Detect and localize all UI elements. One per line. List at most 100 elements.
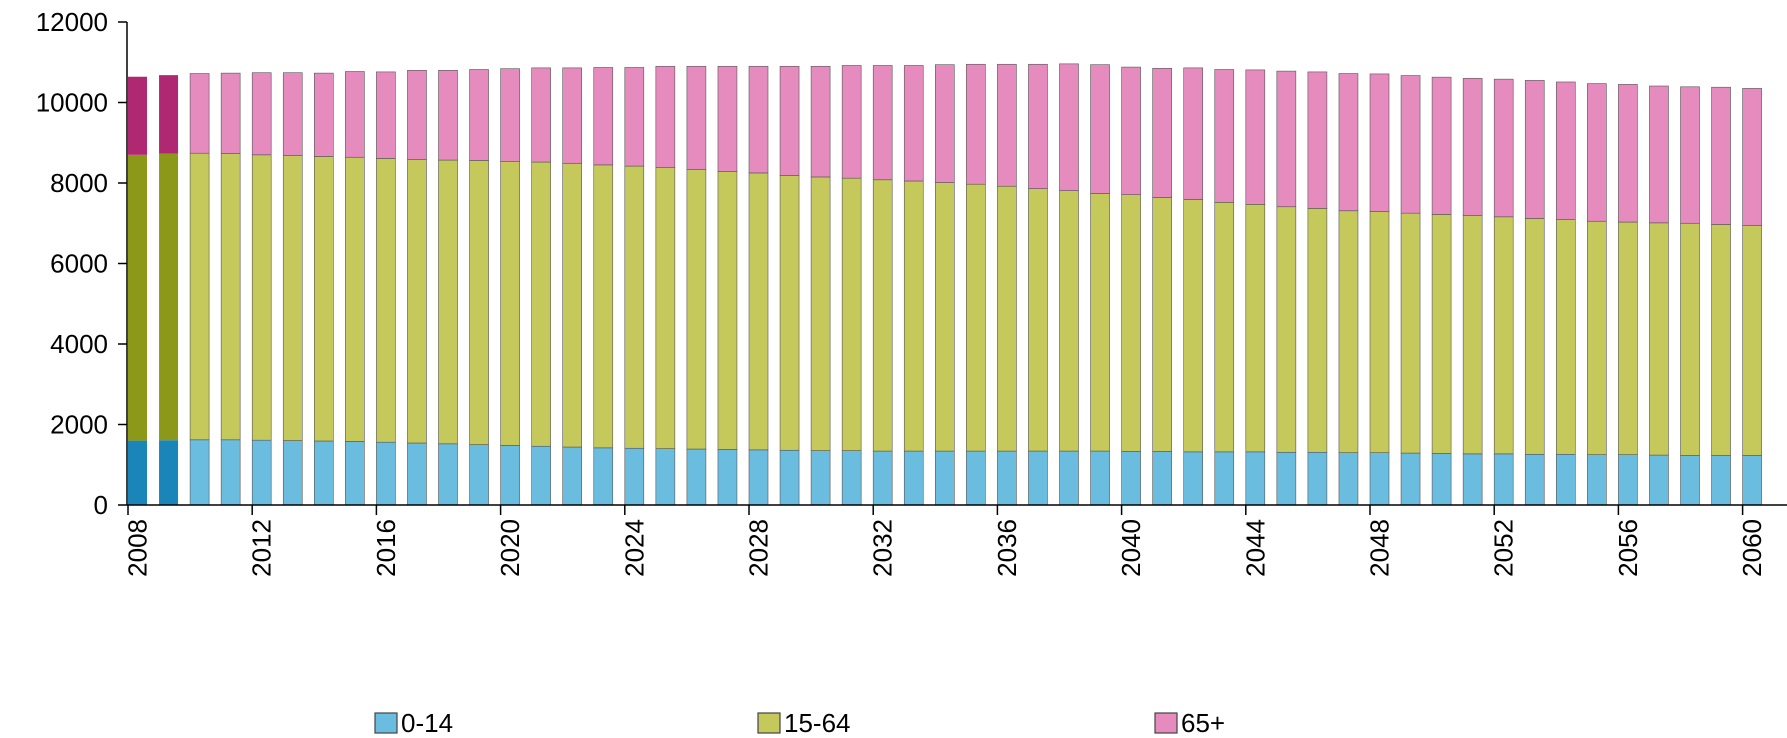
bar-0-14-2030 bbox=[810, 450, 831, 506]
bar-0-14-2016 bbox=[376, 441, 396, 506]
bar-65plus-2038 bbox=[1059, 63, 1079, 191]
legend-label-0-14: 0-14 bbox=[401, 708, 453, 738]
bar-15-64-2038 bbox=[1059, 190, 1079, 452]
bar-0-14-2041 bbox=[1152, 451, 1172, 506]
bar-0-14-2022 bbox=[562, 446, 583, 506]
bar-15-64-2033 bbox=[903, 180, 924, 452]
bar-15-64-2039 bbox=[1090, 193, 1110, 452]
y-tick-label-12000: 12000 bbox=[36, 7, 108, 37]
bar-0-14-2049 bbox=[1400, 452, 1421, 506]
bar-0-14-2059 bbox=[1711, 455, 1731, 506]
bar-65plus-2024 bbox=[624, 67, 645, 167]
bar-65plus-2044 bbox=[1245, 69, 1266, 205]
x-tick-label-2048: 2048 bbox=[1365, 519, 1395, 577]
bar-65plus-2052 bbox=[1493, 78, 1514, 218]
bar-15-64-2027 bbox=[717, 171, 738, 450]
bar-0-14-2034 bbox=[934, 450, 955, 506]
bar-65plus-2033 bbox=[903, 65, 924, 182]
bar-0-14-2013 bbox=[282, 440, 303, 506]
legend-label-65plus: 65+ bbox=[1181, 708, 1225, 738]
y-tick-label-0: 0 bbox=[94, 490, 108, 520]
bar-65plus-2047 bbox=[1338, 73, 1359, 212]
x-tick-label-2024: 2024 bbox=[619, 519, 649, 577]
bar-65plus-2015 bbox=[345, 71, 365, 158]
x-tick-label-2008: 2008 bbox=[123, 519, 153, 577]
bar-15-64-2043 bbox=[1214, 202, 1235, 453]
bar-65plus-2020 bbox=[500, 68, 520, 162]
legend-label-15-64: 15-64 bbox=[784, 708, 851, 738]
bar-65plus-2037 bbox=[1028, 63, 1048, 189]
bar-15-64-2056 bbox=[1618, 221, 1638, 455]
bar-15-64-2019 bbox=[469, 160, 489, 445]
bar-65plus-2058 bbox=[1680, 86, 1700, 224]
x-tick-label-2056: 2056 bbox=[1613, 519, 1643, 577]
bar-15-64-2023 bbox=[593, 164, 614, 449]
bar-15-64-2028 bbox=[748, 172, 769, 451]
bar-0-14-2043 bbox=[1214, 451, 1235, 506]
bar-15-64-2040 bbox=[1121, 194, 1141, 452]
bar-0-14-2011 bbox=[220, 439, 241, 506]
bar-15-64-2042 bbox=[1183, 199, 1203, 453]
bar-0-14-2045 bbox=[1276, 451, 1297, 506]
bar-65plus-2021 bbox=[531, 67, 551, 163]
bar-0-14-2047 bbox=[1338, 452, 1359, 506]
bar-0-14-2035 bbox=[966, 450, 986, 506]
bar-0-14-2018 bbox=[438, 443, 458, 506]
bar-65plus-2040 bbox=[1121, 66, 1141, 195]
x-tick-label-2012: 2012 bbox=[247, 519, 277, 577]
bar-15-64-2016 bbox=[376, 158, 396, 443]
bar-15-64-2036 bbox=[997, 185, 1017, 452]
legend: 0-14 15-64 65+ bbox=[374, 708, 1225, 738]
bar-15-64-2012 bbox=[251, 154, 272, 441]
bar-0-14-2027 bbox=[717, 449, 738, 506]
bar-65plus-2036 bbox=[997, 63, 1017, 187]
bar-65plus-2022 bbox=[562, 67, 583, 164]
bar-65plus-2041 bbox=[1152, 67, 1172, 198]
bar-0-14-2038 bbox=[1059, 450, 1079, 506]
bar-0-14-2015 bbox=[345, 441, 365, 506]
bar-15-64-2021 bbox=[531, 161, 551, 447]
bar-0-14-2036 bbox=[997, 450, 1017, 506]
bar-0-14-2021 bbox=[531, 445, 551, 506]
bar-15-64-2009 bbox=[159, 153, 179, 441]
bar-0-14-2032 bbox=[872, 450, 893, 506]
bar-0-14-2042 bbox=[1183, 451, 1203, 506]
x-tick-label-2060: 2060 bbox=[1737, 519, 1767, 577]
bar-65plus-2013 bbox=[282, 72, 303, 156]
bar-65plus-2054 bbox=[1556, 81, 1576, 220]
bar-0-14-2039 bbox=[1090, 450, 1110, 506]
bar-65plus-2039 bbox=[1090, 64, 1110, 194]
bar-65plus-2028 bbox=[748, 65, 769, 174]
bar-0-14-2057 bbox=[1649, 454, 1669, 506]
bar-0-14-2024 bbox=[624, 447, 645, 506]
bar-65plus-2051 bbox=[1462, 78, 1483, 216]
bar-65plus-2031 bbox=[841, 65, 862, 179]
bar-65plus-2029 bbox=[779, 65, 800, 176]
bar-0-14-2008 bbox=[128, 440, 147, 505]
x-tick-label-2032: 2032 bbox=[868, 519, 898, 577]
bar-15-64-2051 bbox=[1462, 215, 1483, 455]
bar-0-14-2053 bbox=[1524, 453, 1545, 506]
x-tick-label-2052: 2052 bbox=[1489, 519, 1519, 577]
bar-65plus-2045 bbox=[1276, 70, 1297, 208]
bar-65plus-2034 bbox=[934, 64, 955, 183]
y-axis: 0 2000 4000 6000 8000 10000 12000 bbox=[36, 7, 128, 520]
bar-65plus-2056 bbox=[1618, 84, 1638, 223]
bar-15-64-2010 bbox=[189, 152, 210, 441]
bar-0-14-2019 bbox=[469, 444, 489, 506]
y-tick-label-4000: 4000 bbox=[50, 329, 108, 359]
bar-0-14-2040 bbox=[1121, 451, 1141, 506]
bar-0-14-2028 bbox=[748, 449, 769, 506]
bar-65plus-2053 bbox=[1524, 80, 1545, 219]
bar-0-14-2050 bbox=[1431, 453, 1452, 506]
bar-15-64-2058 bbox=[1680, 222, 1700, 456]
bar-65plus-2010 bbox=[189, 73, 210, 154]
bar-65plus-2019 bbox=[469, 69, 489, 161]
bar-0-14-2023 bbox=[593, 447, 614, 506]
legend-swatch-0-14 bbox=[374, 712, 398, 734]
x-axis: 2008 2012 2016 2020 2024 2028 2032 2036 2040 2044… bbox=[123, 504, 1787, 577]
bar-0-14-2026 bbox=[686, 448, 707, 506]
bar-65plus-2059 bbox=[1711, 86, 1731, 225]
bar-0-14-2012 bbox=[251, 439, 272, 506]
bar-65plus-2050 bbox=[1431, 76, 1452, 215]
